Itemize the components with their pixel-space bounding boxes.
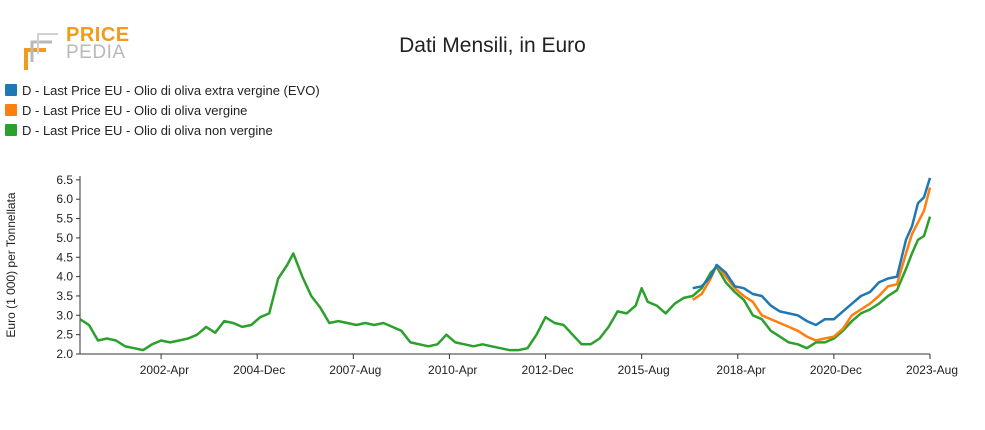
y-tick-label: 4.0: [56, 270, 73, 284]
y-tick-label: 5.0: [56, 231, 73, 245]
chart-title: Dati Mensili, in Euro: [399, 34, 586, 57]
y-tick-label: 5.5: [56, 212, 73, 226]
series-line-2: [79, 216, 932, 352]
x-tick-label: 2015-Aug: [618, 363, 670, 377]
x-tick-label: 2023-Aug: [906, 363, 958, 377]
y-tick-label: 2.5: [56, 328, 73, 342]
x-tick-label: 2020-Dec: [810, 363, 862, 377]
logo-text-price: PRICE: [66, 24, 130, 46]
legend-swatch: [5, 84, 17, 96]
x-tick-label: 2007-Aug: [329, 363, 381, 377]
y-tick-label: 6.0: [56, 192, 73, 206]
legend-item[interactable]: D - Last Price EU - Olio di oliva extra …: [5, 80, 320, 100]
logo-text-pedia: PEDIA: [66, 42, 126, 63]
y-tick-label: 4.5: [56, 250, 73, 264]
x-tick-label: 2002-Apr: [140, 363, 189, 377]
y-axis-title: Euro (1 000) per Tonnellata: [4, 192, 18, 338]
y-tick-label: 3.0: [56, 308, 73, 322]
series-line-1: [692, 187, 932, 342]
y-tick-label: 3.5: [56, 289, 73, 303]
legend: D - Last Price EU - Olio di oliva extra …: [5, 80, 320, 140]
x-tick-label: 2018-Apr: [716, 363, 765, 377]
legend-item[interactable]: D - Last Price EU - Olio di oliva non ve…: [5, 120, 320, 140]
pricepedia-logo: PRICE PEDIA: [18, 22, 130, 72]
series-line-0: [692, 177, 932, 327]
legend-item[interactable]: D - Last Price EU - Olio di oliva vergin…: [5, 100, 320, 120]
legend-label: D - Last Price EU - Olio di oliva non ve…: [22, 122, 273, 138]
logo-mark-icon: [24, 33, 58, 70]
legend-label: D - Last Price EU - Olio di oliva extra …: [22, 82, 320, 98]
x-tick-label: 2012-Dec: [522, 363, 574, 377]
legend-swatch: [5, 124, 17, 136]
y-tick-label: 2.0: [56, 347, 73, 361]
x-tick-label: 2010-Apr: [428, 363, 477, 377]
legend-swatch: [5, 104, 17, 116]
x-tick-label: 2004-Dec: [233, 363, 285, 377]
y-tick-label: 6.5: [56, 173, 73, 187]
legend-label: D - Last Price EU - Olio di oliva vergin…: [22, 102, 248, 118]
